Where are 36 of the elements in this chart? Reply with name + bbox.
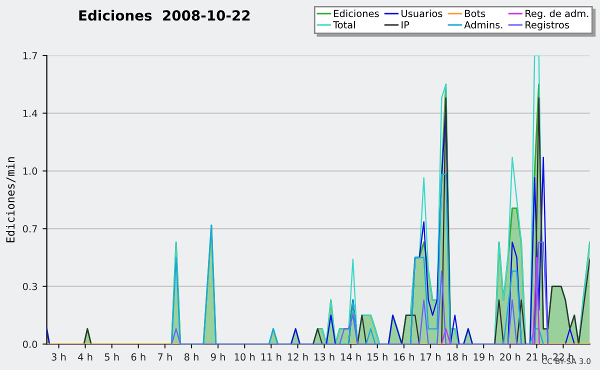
legend-label: Usuarios xyxy=(402,10,442,18)
x-tick-label: 12 h xyxy=(288,353,308,361)
x-tick-label: 3 h xyxy=(52,353,66,361)
y-tick-label: 1.7 xyxy=(23,52,37,60)
line-series xyxy=(170,242,548,344)
x-tick-label: 16 h xyxy=(394,353,414,361)
x-tick-label: 21 h xyxy=(526,353,547,361)
legend-label: Reg. de adm. xyxy=(526,10,588,20)
y-tick-label: 0.3 xyxy=(22,282,37,290)
y-tick-label: 0.0 xyxy=(22,340,38,348)
x-tick-label: 20 h xyxy=(500,353,520,361)
x-tick-label: 11 h xyxy=(261,353,282,361)
y-axis-title: Ediciones/min xyxy=(6,157,16,242)
x-tick-label: 6 h xyxy=(131,353,146,361)
legend-label: Total xyxy=(333,20,355,29)
y-tick-label: 1.4 xyxy=(23,110,38,117)
x-tick-label: 19 h xyxy=(474,353,494,361)
y-tick-label: 1.0 xyxy=(23,167,38,175)
x-tick-label: 14 h xyxy=(341,353,361,361)
x-tick-label: 18 h xyxy=(447,353,468,361)
x-tick-label: 7 h xyxy=(158,353,172,361)
legend-label: IP xyxy=(402,21,410,28)
chart-title: Ediciones 2008-10-22 xyxy=(79,10,250,21)
y-tick-label: 0.7 xyxy=(22,225,37,232)
legend-label: Bots xyxy=(465,10,486,18)
x-tick-label: 9 h xyxy=(210,353,225,361)
x-tick-label: 15 h xyxy=(368,353,388,361)
x-tick-label: 17 h xyxy=(420,353,440,361)
legend-label: Ediciones xyxy=(334,10,379,18)
legend-label: Admins. xyxy=(464,20,502,29)
x-tick-label: 5 h xyxy=(104,353,119,361)
x-tick-label: 10 h xyxy=(234,353,255,361)
x-tick-label: 13 h xyxy=(314,353,334,361)
x-tick-label: 8 h xyxy=(184,353,198,361)
legend-label: Registros xyxy=(526,20,570,30)
x-tick-label: 4 h xyxy=(78,353,92,361)
